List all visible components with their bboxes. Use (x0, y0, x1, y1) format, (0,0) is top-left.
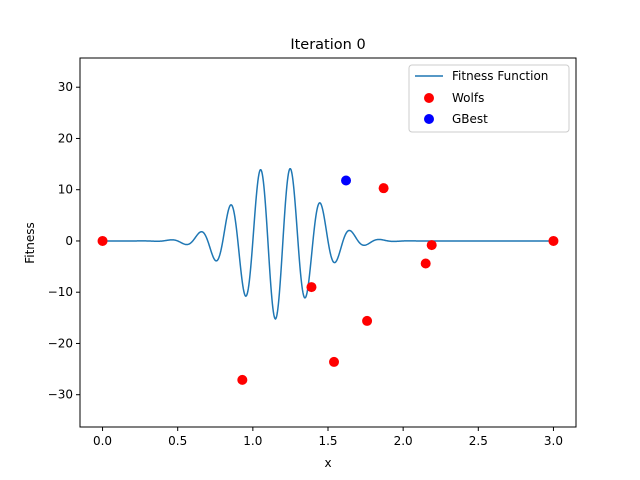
wolf-point-2 (306, 282, 317, 293)
y-tick-label: 0 (65, 234, 73, 248)
x-tick-label: 1.5 (318, 434, 337, 448)
legend: Fitness Function Wolfs GBest (408, 64, 570, 133)
x-axis: 0.0 0.5 1.0 1.5 2.0 2.5 3.0 (93, 427, 563, 448)
wolf-point-3 (329, 356, 340, 367)
y-tick-label: −10 (48, 285, 73, 299)
x-tick-label: 2.0 (394, 434, 413, 448)
plot-area (97, 167, 559, 385)
legend-box (408, 64, 570, 133)
x-tick-label: 3.0 (544, 434, 563, 448)
y-tick-label: 20 (58, 131, 73, 145)
legend-label-gbest: GBest (452, 112, 488, 126)
legend-marker-gbest (424, 114, 434, 124)
y-axis: −30 −20 −10 0 10 20 30 (48, 80, 80, 402)
wolf-point-6 (420, 258, 431, 269)
y-tick-label: −20 (48, 336, 73, 350)
wolf-point-4 (362, 315, 373, 326)
y-tick-label: 30 (58, 80, 73, 94)
chart-title: Iteration 0 (290, 37, 365, 53)
x-tick-label: 2.5 (469, 434, 488, 448)
wolf-point-5 (378, 183, 389, 194)
wolf-point-7 (426, 240, 437, 251)
fitness-function-line (102, 167, 554, 320)
wolf-point-0 (97, 235, 108, 246)
gbest-point (341, 175, 352, 186)
x-axis-label: x (324, 456, 331, 470)
x-tick-label: 0.0 (93, 434, 112, 448)
legend-label-wolfs: Wolfs (452, 91, 484, 105)
y-axis-label: Fitness (23, 222, 37, 264)
y-tick-label: −30 (48, 388, 73, 402)
x-tick-label: 0.5 (168, 434, 187, 448)
y-tick-label: 10 (58, 183, 73, 197)
wolf-point-8 (548, 235, 559, 246)
wolf-point-1 (237, 374, 248, 385)
legend-marker-wolfs (424, 93, 434, 103)
x-tick-label: 1.0 (243, 434, 262, 448)
legend-label-fitness: Fitness Function (452, 69, 548, 83)
